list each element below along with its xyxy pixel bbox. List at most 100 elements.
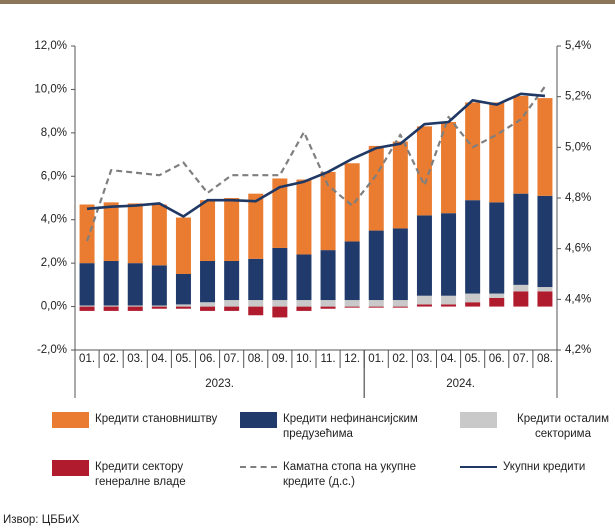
- x-tick-label: 04.: [151, 353, 167, 365]
- bar-segment: [368, 306, 384, 308]
- bar-segment: [344, 241, 360, 301]
- legend-label: Кредити сектору генералне владе: [95, 461, 186, 488]
- bar-segment: [368, 145, 384, 231]
- bar-segment: [537, 195, 553, 288]
- bar-segment: [224, 306, 240, 311]
- x-tick-label: 11.: [320, 353, 335, 365]
- bar-segment: [296, 254, 312, 301]
- legend-swatch: [240, 466, 277, 468]
- bar-segment: [465, 293, 481, 303]
- bar-segment: [441, 295, 457, 305]
- bar-segment: [320, 171, 336, 251]
- bar-segment: [441, 304, 457, 307]
- bar-segment: [175, 306, 191, 309]
- y2-tick-label: 4,8%: [565, 192, 591, 204]
- x-tick-label: 07.: [513, 353, 529, 365]
- legend-swatch: [52, 412, 89, 428]
- bar-segment: [537, 291, 553, 307]
- legend-label: Кредити нефинансијским предузећима: [283, 413, 418, 440]
- bar-segment: [103, 260, 119, 306]
- line: [86, 85, 546, 242]
- x-tick-label: 10.: [296, 353, 312, 365]
- bar-segment: [272, 247, 288, 301]
- group-label: 2023.: [205, 378, 234, 390]
- bar-segment: [175, 304, 191, 307]
- bar-segment: [513, 193, 529, 285]
- bar-segment: [79, 204, 95, 264]
- y2-tick-label: 5,0%: [565, 141, 591, 153]
- x-tick-label: 01.: [79, 353, 95, 365]
- bar-segment: [344, 163, 360, 242]
- bar-segment: [224, 260, 240, 301]
- x-tick-label: 09.: [272, 353, 288, 365]
- bar-segment: [513, 284, 529, 292]
- y-tick-label: 10,0%: [34, 83, 67, 95]
- bar-segment: [248, 193, 264, 259]
- bar-segment: [489, 293, 505, 298]
- bar-segment: [151, 306, 167, 309]
- bar-segment: [127, 203, 143, 264]
- bar-segment: [248, 300, 264, 307]
- bar-segment: [392, 300, 408, 307]
- y-tick-label: 2,0%: [41, 257, 67, 269]
- bar-segment: [151, 305, 167, 307]
- bar-segment: [392, 228, 408, 301]
- bar-segment: [489, 102, 505, 203]
- y-tick-label: 0,0%: [41, 301, 67, 313]
- bar-segment: [537, 287, 553, 292]
- bar-segment: [296, 179, 312, 255]
- bar-segment: [513, 291, 529, 307]
- bar-segment: [272, 300, 288, 307]
- x-tick-label: 08.: [248, 353, 264, 365]
- x-tick-label: 07.: [224, 353, 240, 365]
- bar-segment: [441, 122, 457, 214]
- bar-segment: [416, 295, 432, 305]
- group-label: 2024.: [446, 378, 475, 390]
- bar-segment: [272, 178, 288, 248]
- bar-segment: [465, 102, 481, 201]
- bar-segment: [344, 306, 360, 308]
- bar-segment: [320, 250, 336, 301]
- bar-segment: [368, 230, 384, 301]
- x-tick-label: 06.: [200, 353, 216, 365]
- bar-segment: [224, 300, 240, 307]
- y-tick-label: 6,0%: [41, 170, 67, 182]
- bar-segment: [79, 263, 95, 306]
- bar-segment: [320, 306, 336, 309]
- bar-segment: [127, 263, 143, 306]
- bar-segment: [200, 260, 216, 303]
- y-tick-label: -2,0%: [37, 344, 67, 356]
- bar-segment: [103, 306, 119, 311]
- legend-swatch: [52, 460, 89, 476]
- x-tick-label: 05.: [465, 353, 481, 365]
- x-tick-label: 03.: [127, 353, 143, 365]
- bar-segment: [200, 306, 216, 311]
- x-tick-label: 01.: [368, 353, 384, 365]
- bar-segment: [127, 305, 143, 307]
- bar-segment: [248, 306, 264, 316]
- legend-swatch: [460, 466, 497, 468]
- bar-segment: [127, 306, 143, 311]
- bar-segment: [344, 300, 360, 307]
- bar-segment: [416, 304, 432, 307]
- legend-label: Укупни кредити: [503, 461, 586, 473]
- bar-segment: [537, 98, 553, 196]
- bar-segment: [272, 306, 288, 318]
- legend-swatch: [460, 412, 497, 428]
- legend-label: Кредити осталим секторима: [517, 413, 609, 440]
- bar-segment: [489, 202, 505, 294]
- y2-tick-label: 5,4%: [565, 40, 591, 52]
- y-tick-label: 4,0%: [41, 214, 67, 226]
- y2-tick-label: 4,6%: [565, 243, 591, 255]
- line: [86, 92, 546, 218]
- bar-segment: [248, 258, 264, 301]
- x-tick-label: 12.: [344, 353, 360, 365]
- bar-segment: [175, 274, 191, 305]
- bar-segment: [79, 306, 95, 311]
- x-tick-label: 02.: [392, 353, 408, 365]
- bar-segment: [103, 202, 119, 261]
- top-strip: [0, 0, 615, 4]
- bar-segment: [392, 141, 408, 229]
- legend-swatch: [240, 412, 277, 428]
